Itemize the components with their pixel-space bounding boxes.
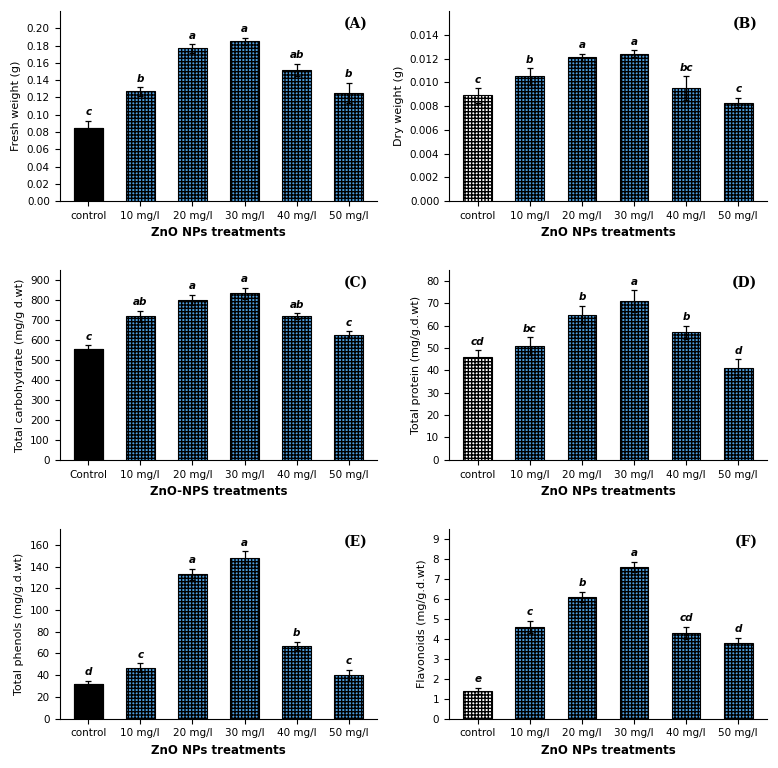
Text: d: d — [734, 624, 742, 634]
Text: b: b — [578, 578, 586, 588]
Y-axis label: Flavonoids (mg/g.d.wt): Flavonoids (mg/g.d.wt) — [417, 559, 427, 688]
Text: c: c — [85, 332, 91, 342]
Bar — [74, 349, 103, 460]
Text: b: b — [682, 313, 690, 323]
Bar — [230, 293, 259, 460]
Bar — [619, 301, 648, 460]
Bar — [230, 558, 259, 719]
Text: b: b — [137, 74, 144, 84]
Text: a: a — [189, 31, 196, 41]
Bar — [178, 574, 207, 719]
Bar — [464, 690, 492, 719]
Bar — [178, 300, 207, 460]
Y-axis label: Fresh weight (g): Fresh weight (g) — [11, 61, 21, 151]
Bar — [126, 91, 155, 201]
Text: c: c — [85, 108, 91, 118]
Bar — [335, 93, 363, 201]
Text: a: a — [241, 538, 248, 548]
Text: c: c — [345, 318, 352, 328]
Bar — [178, 48, 207, 201]
Text: a: a — [241, 25, 248, 35]
Text: cd: cd — [679, 613, 693, 623]
Y-axis label: Total protein (mg/g.d.wt): Total protein (mg/g.d.wt) — [411, 296, 421, 434]
X-axis label: ZnO NPs treatments: ZnO NPs treatments — [541, 744, 675, 757]
Bar — [335, 675, 363, 719]
Text: ab: ab — [133, 297, 148, 307]
Text: d: d — [85, 667, 92, 677]
Text: ab: ab — [289, 51, 304, 61]
Bar — [724, 102, 752, 201]
X-axis label: ZnO NPs treatments: ZnO NPs treatments — [151, 744, 286, 757]
Bar — [126, 316, 155, 460]
Text: b: b — [293, 628, 300, 638]
Text: d: d — [734, 346, 742, 356]
Text: (D): (D) — [732, 276, 757, 290]
Bar — [335, 335, 363, 460]
Bar — [74, 684, 103, 719]
Bar — [74, 684, 103, 719]
Bar — [282, 646, 311, 719]
Text: e: e — [474, 674, 481, 684]
X-axis label: ZnO NPs treatments: ZnO NPs treatments — [151, 227, 286, 240]
Bar — [464, 357, 492, 460]
Bar — [74, 349, 103, 460]
Y-axis label: Dry weight (g): Dry weight (g) — [394, 66, 404, 146]
Bar — [671, 88, 700, 201]
Bar — [282, 70, 311, 201]
Bar — [567, 315, 596, 460]
Bar — [126, 667, 155, 719]
Text: b: b — [526, 55, 534, 65]
Text: a: a — [578, 41, 585, 51]
Bar — [567, 58, 596, 201]
Text: b: b — [345, 69, 352, 79]
Text: cd: cd — [471, 337, 485, 347]
Text: bc: bc — [523, 323, 537, 333]
Text: ab: ab — [289, 300, 304, 310]
Bar — [230, 41, 259, 201]
Text: bc: bc — [679, 63, 693, 73]
Bar — [724, 368, 752, 460]
X-axis label: ZnO NPs treatments: ZnO NPs treatments — [541, 485, 675, 498]
Text: a: a — [241, 274, 248, 284]
Y-axis label: Total carbohydrate (mg/g d.wt): Total carbohydrate (mg/g d.wt) — [15, 278, 25, 452]
Text: (A): (A) — [344, 17, 368, 31]
Bar — [619, 54, 648, 201]
Bar — [516, 627, 544, 719]
Bar — [74, 127, 103, 201]
Text: (C): (C) — [344, 276, 368, 290]
Bar — [74, 127, 103, 201]
Text: (E): (E) — [344, 535, 368, 548]
Text: a: a — [630, 276, 637, 286]
Bar — [671, 333, 700, 460]
Text: c: c — [345, 657, 352, 667]
Text: b: b — [578, 293, 586, 303]
Bar — [74, 127, 103, 201]
X-axis label: ZnO-NPS treatments: ZnO-NPS treatments — [149, 485, 287, 498]
Bar — [724, 643, 752, 719]
Text: c: c — [527, 607, 533, 617]
Text: a: a — [189, 281, 196, 292]
Bar — [516, 346, 544, 460]
X-axis label: ZnO NPs treatments: ZnO NPs treatments — [541, 227, 675, 240]
Text: a: a — [630, 548, 637, 558]
Text: c: c — [735, 84, 741, 94]
Bar — [567, 597, 596, 719]
Text: (B): (B) — [732, 17, 757, 31]
Bar — [464, 95, 492, 201]
Bar — [74, 349, 103, 460]
Text: (F): (F) — [734, 535, 757, 548]
Bar — [619, 567, 648, 719]
Text: c: c — [137, 650, 143, 660]
Text: a: a — [630, 37, 637, 47]
Bar — [671, 633, 700, 719]
Y-axis label: Total phenols (mg/g.d.wt): Total phenols (mg/g.d.wt) — [15, 552, 24, 695]
Text: a: a — [189, 555, 196, 565]
Bar — [516, 76, 544, 201]
Bar — [74, 684, 103, 719]
Bar — [282, 316, 311, 460]
Text: c: c — [475, 74, 481, 84]
